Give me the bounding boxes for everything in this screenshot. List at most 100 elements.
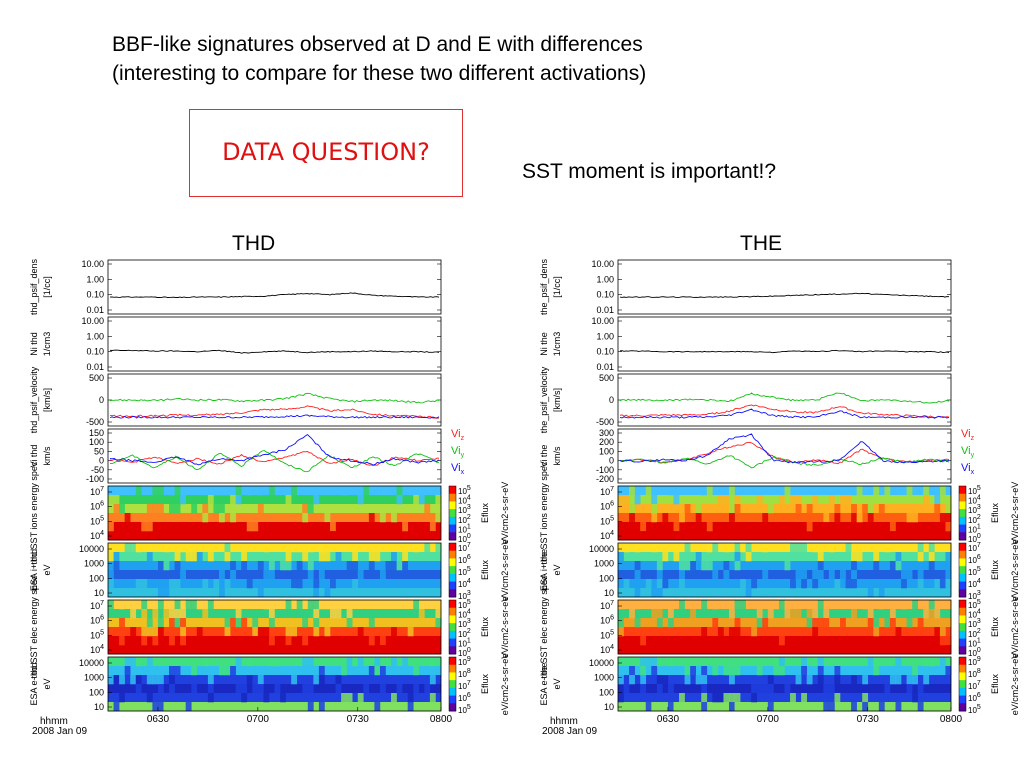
heatmap-cell <box>684 561 691 571</box>
colorbar-unit: eV/cm2-s-sr-eV <box>500 596 510 659</box>
heatmap-cell <box>667 657 674 667</box>
heatmap-cell <box>263 600 270 610</box>
heatmap-cell <box>341 666 347 676</box>
panel-sst_elec: the SST elec energy spec 1071061051041051… <box>539 575 1020 678</box>
heatmap-cell <box>435 609 442 619</box>
heatmap-cell <box>729 693 735 703</box>
heatmap-cell <box>662 645 669 655</box>
heatmap-cell <box>884 543 891 553</box>
colorbar-tick: 103 <box>968 504 981 515</box>
heatmap-cell <box>113 675 120 685</box>
heatmap-band <box>618 579 951 589</box>
heatmap-cell <box>246 657 253 667</box>
heatmap-cell <box>180 609 186 619</box>
heatmap-cell <box>701 693 708 703</box>
heatmap-cell <box>335 645 342 655</box>
heatmap-cell <box>640 657 647 667</box>
series-line <box>619 392 950 404</box>
heatmap-cell <box>701 486 708 496</box>
colorbar-segment <box>959 615 966 624</box>
y-tick-label: 105 <box>90 629 104 640</box>
heatmap-cell <box>762 684 769 694</box>
heatmap-cell <box>157 684 164 694</box>
heatmap-cell <box>113 636 120 646</box>
colorbar-segment <box>449 501 456 510</box>
heatmap-cell <box>313 579 320 589</box>
colorbar-tick: 107 <box>968 680 981 691</box>
y-tick-label: 105 <box>600 515 614 526</box>
heatmap-cell <box>873 666 880 676</box>
colorbar-segment <box>959 657 966 666</box>
heatmap-cell <box>346 657 353 667</box>
note-text: SST moment is important!? <box>522 160 777 183</box>
heatmap-cell <box>285 495 292 505</box>
heatmap-cell <box>640 675 647 685</box>
heatmap-cell <box>778 495 785 505</box>
y-tick-label: 10.00 <box>591 316 614 326</box>
heatmap-cell <box>623 702 630 712</box>
panel-sst_ion: the SST ions energy spec 1071061051041051… <box>539 461 1020 564</box>
panel-frame <box>107 656 442 712</box>
heatmap-cell <box>734 666 741 676</box>
heatmap-cell <box>767 504 774 514</box>
heatmap-cell <box>840 570 846 580</box>
heatmap-cell <box>645 702 652 712</box>
heatmap-cell <box>330 579 336 589</box>
heatmap-cell <box>207 600 214 610</box>
heatmap-cell <box>823 609 830 619</box>
heatmap-cell <box>124 666 131 676</box>
heatmap-cell <box>701 588 708 598</box>
heatmap-cell <box>701 600 708 610</box>
heatmap-cell <box>651 666 658 676</box>
heatmap-cell <box>219 588 225 598</box>
heatmap-cell <box>690 561 696 571</box>
heatmap-cell <box>878 645 885 655</box>
heatmap-cell <box>645 579 652 589</box>
x-tick-label: 0700 <box>247 714 270 725</box>
heatmap-cell <box>917 552 924 562</box>
question-box: DATA QUESTION? <box>189 109 463 197</box>
heatmap-cell <box>834 513 841 523</box>
y-tick-label: 500 <box>89 373 104 383</box>
heatmap-cell <box>834 675 841 685</box>
heatmap-cell <box>368 666 375 676</box>
heatmap-cell <box>379 684 386 694</box>
colorbar-tick: 102 <box>458 514 471 525</box>
heatmap-cell <box>618 600 624 610</box>
heatmap-cell <box>673 552 680 562</box>
heatmap-cell <box>152 702 159 712</box>
heatmap-cell <box>917 579 924 589</box>
heatmap-cell <box>135 675 142 685</box>
heatmap-cell <box>379 636 386 646</box>
heatmap-cell <box>773 600 780 610</box>
heatmap-cell <box>878 504 885 514</box>
heatmap-cell <box>157 588 164 598</box>
heatmap-cell <box>651 495 658 505</box>
colorbar-segment <box>449 566 456 575</box>
heatmap-cell <box>346 618 353 628</box>
colorbar-tick: 103 <box>968 590 981 601</box>
heatmap-cell <box>729 504 735 514</box>
heatmap-cell <box>230 561 236 571</box>
y-tick-label: -500 <box>596 417 614 427</box>
colorbar-segment <box>449 695 456 704</box>
y-tick-label: 500 <box>599 373 614 383</box>
heatmap-cell <box>618 552 624 562</box>
heatmap-cell <box>268 636 275 646</box>
heatmap-cell <box>224 666 231 676</box>
heatmap-cell <box>280 561 286 571</box>
panel-frame <box>617 542 952 598</box>
heatmap-cell <box>767 675 774 685</box>
heatmap-cell <box>906 570 913 580</box>
colorbar-frame <box>448 485 457 541</box>
colorbar-label: Eflux <box>990 559 1000 580</box>
heatmap-cell <box>773 522 780 532</box>
heatmap-cell <box>801 579 807 589</box>
y-tick-label: 104 <box>90 644 104 655</box>
heatmap-cell <box>651 513 658 523</box>
colorbar-tick: 102 <box>968 628 981 639</box>
heatmap-cell <box>246 675 253 685</box>
panel-ylabel: ESA e- thd <box>29 662 39 705</box>
panel-frame <box>107 542 442 598</box>
heatmap-cell <box>656 588 663 598</box>
